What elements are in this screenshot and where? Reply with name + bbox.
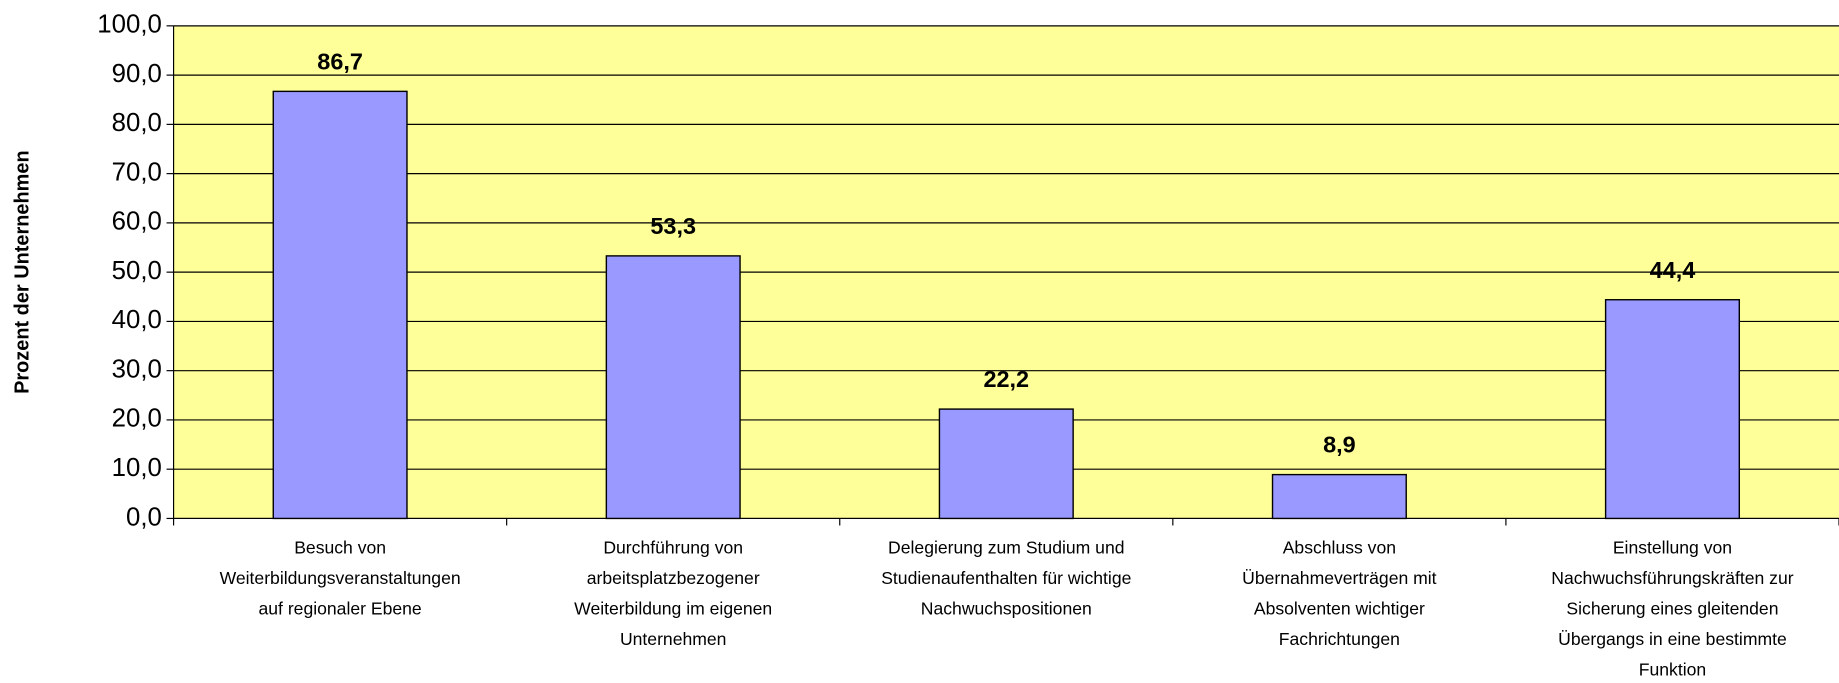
bar xyxy=(1271,473,1407,520)
value-label: 86,7 xyxy=(317,48,363,74)
y-tick-label: 70,0 xyxy=(112,158,162,186)
x-tick-label: Durchführung von xyxy=(603,538,743,558)
x-tick-label: Übergangs in eine bestimmte xyxy=(1558,629,1787,649)
x-tick-label: Funktion xyxy=(1639,660,1706,678)
x-tick-label: Einstellung von xyxy=(1613,538,1732,558)
bar xyxy=(272,90,408,520)
x-tick-label: Weiterbildungsveranstaltungen xyxy=(220,568,461,588)
y-tick-label: 90,0 xyxy=(112,60,162,88)
x-tick-label: Nachwuchspositionen xyxy=(921,599,1092,619)
x-tick-label: Fachrichtungen xyxy=(1279,629,1400,649)
value-label: 53,3 xyxy=(650,213,696,239)
x-tick-label: Abschluss von xyxy=(1283,538,1396,558)
x-tick-label: Besuch von xyxy=(294,538,386,558)
x-tick-label: Studienaufenthalten für wichtige xyxy=(881,568,1131,588)
x-tick-label: Sicherung eines gleitenden xyxy=(1566,599,1778,619)
x-tick-label: arbeitsplatzbezogener xyxy=(587,568,760,588)
bar xyxy=(605,255,741,520)
x-tick-label: auf regionaler Ebene xyxy=(259,599,422,619)
value-label: 22,2 xyxy=(983,366,1029,392)
x-tick-label: Übernahmeverträgen mit xyxy=(1242,568,1437,588)
x-tick-label: Delegierung zum Studium und xyxy=(888,538,1124,558)
y-tick-label: 0,0 xyxy=(126,503,162,531)
bar xyxy=(938,408,1074,520)
y-tick-label: 100,0 xyxy=(97,11,162,39)
y-tick-label: 80,0 xyxy=(112,109,162,137)
x-tick-label: Nachwuchsführungskräften zur xyxy=(1551,568,1793,588)
y-tick-label: 10,0 xyxy=(112,454,162,482)
y-tick-label: 40,0 xyxy=(112,306,162,334)
y-axis-title: Prozent der Unternehmen xyxy=(12,150,34,394)
y-tick-label: 50,0 xyxy=(112,257,162,285)
x-tick-label: Weiterbildung im eigenen xyxy=(574,599,772,619)
x-tick-label: Unternehmen xyxy=(620,629,727,649)
y-tick-label: 20,0 xyxy=(112,405,162,433)
y-tick-label: 60,0 xyxy=(112,208,162,236)
value-label: 8,9 xyxy=(1323,432,1356,458)
bar xyxy=(1604,299,1741,520)
value-label: 44,4 xyxy=(1650,257,1696,283)
x-tick-label: Absolventen wichtiger xyxy=(1254,599,1425,619)
y-tick-label: 30,0 xyxy=(112,355,162,383)
